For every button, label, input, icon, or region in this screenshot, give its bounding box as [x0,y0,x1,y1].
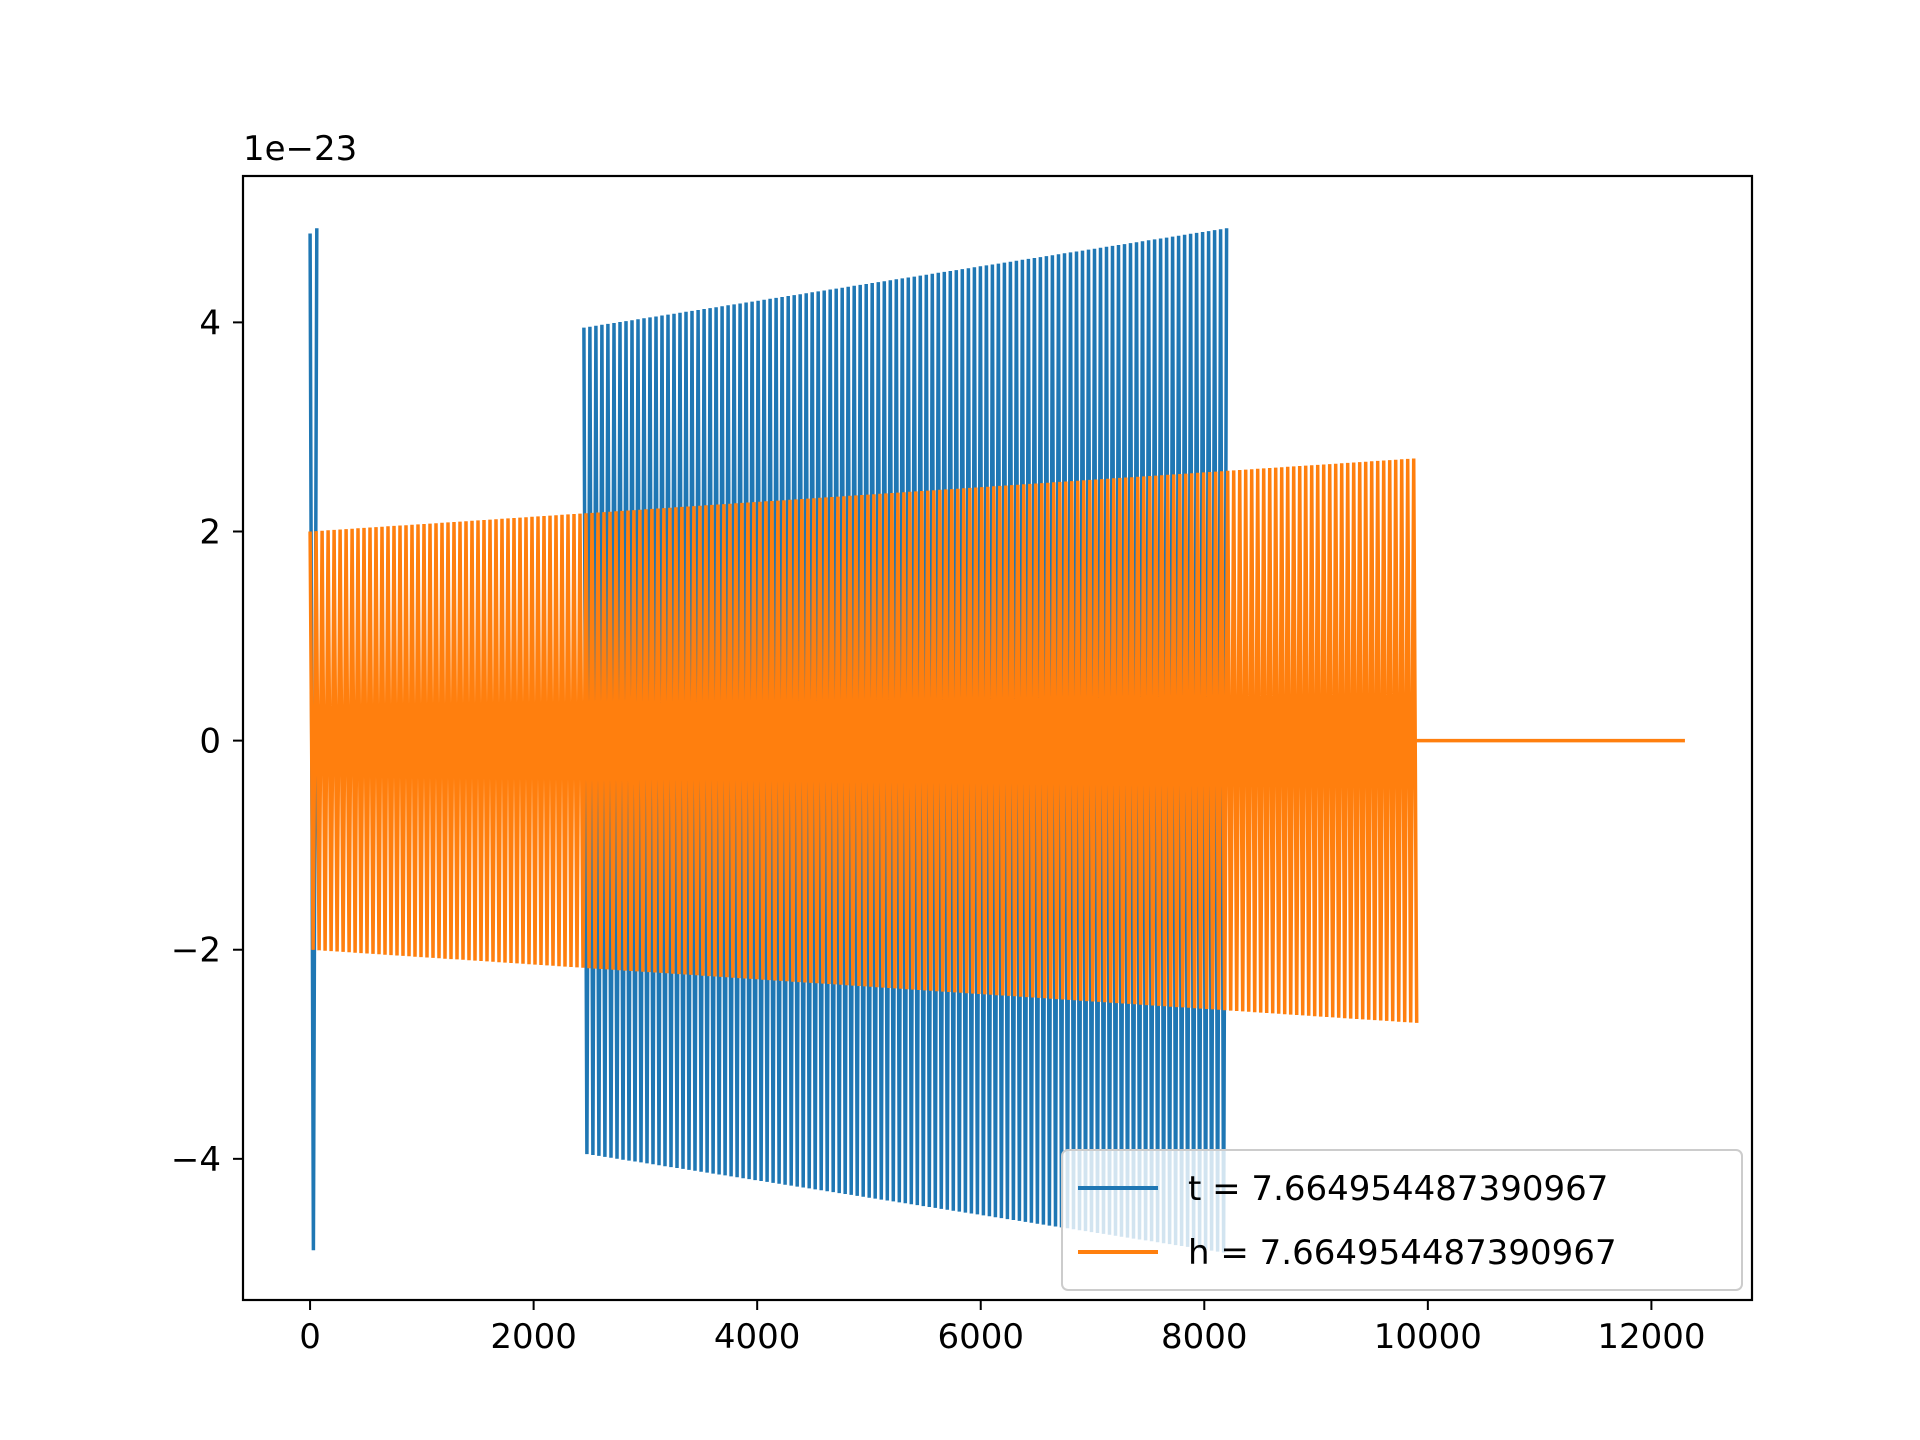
series-h-line [308,458,1685,1023]
legend: t = 7.664954487390967 h = 7.6649544873909… [1061,1149,1743,1291]
y-tick-label: 0 [199,722,221,762]
x-tick-label: 6000 [937,1317,1024,1357]
x-tick-label: 0 [299,1317,321,1357]
legend-label: h = 7.664954487390967 [1188,1233,1617,1273]
y-offset-label: 1e−23 [243,129,357,169]
series-segment [308,458,1419,1023]
x-tick-label: 4000 [714,1317,801,1357]
axes-frame [241,174,1754,1302]
legend-label: t = 7.664954487390967 [1188,1169,1608,1209]
y-axis-ticks: −4 −2 0 2 4 [171,303,243,1180]
x-tick-label: 2000 [490,1317,577,1357]
y-tick-label: −4 [171,1140,221,1180]
x-axis-ticks: 0 2000 4000 6000 8000 10000 12000 [299,1300,1705,1357]
x-tick-label: 12000 [1597,1317,1705,1357]
x-tick-label: 10000 [1374,1317,1482,1357]
series-layer [308,228,1685,1253]
y-tick-label: −2 [171,931,221,971]
y-tick-label: 4 [199,303,221,343]
x-tick-label: 8000 [1161,1317,1248,1357]
y-tick-label: 2 [199,512,221,552]
legend-box [1061,1149,1743,1291]
